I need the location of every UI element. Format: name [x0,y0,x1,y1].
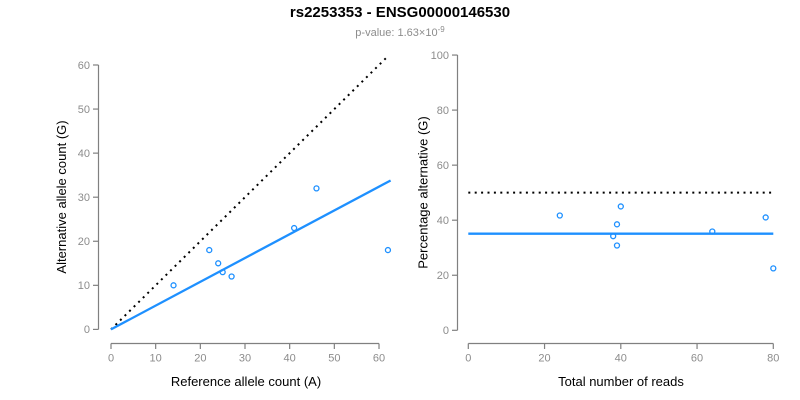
identity-line [110,55,390,331]
x-axis-title: Reference allele count (A) [171,374,321,389]
y-tick-label: 10 [78,280,90,292]
data-point [290,224,298,232]
figure-title: rs2253353 - ENSG00000146530 [289,4,511,21]
chart-percentage-vs-reads: 0 20 40 60 80 100 0 20 40 60 80 Percentage alternat… [416,50,780,389]
data-point [610,233,617,240]
y-tick-label: 20 [78,236,90,248]
fit-line [110,179,392,331]
data-point [313,185,320,192]
data-point [215,260,222,267]
y-tick-label: 60 [78,60,90,72]
pvalue-exponent: -9 [437,25,445,34]
data-point [709,228,716,235]
y-tick-label: 50 [78,104,90,116]
data-point [617,203,624,210]
data-point [228,273,235,280]
data-point [170,282,177,289]
y-tick-label: 40 [78,148,90,160]
data-point [613,221,621,228]
x-tick-label: 20 [194,353,206,365]
x-tick-label: 10 [150,353,162,365]
y-tick-label: 100 [431,50,449,62]
y-axis-title: Percentage alternative (G) [416,116,431,268]
x-tick-label: 30 [239,353,251,365]
y-axis-title: Alternative allele count (G) [54,120,69,273]
y-tick-label: 20 [437,270,449,282]
x-tick-label: 40 [284,353,296,365]
data-point [206,246,213,254]
y-tick-label: 0 [84,324,90,336]
x-tick-label: 80 [767,353,779,365]
y-tick-label: 60 [437,160,449,172]
x-axis-title: Total number of reads [558,374,684,389]
x-tick-label: 20 [538,353,550,365]
pvalue-text: p-value: 1.63×10 [355,27,438,39]
figure-subtitle: p-value: 1.63×10-9 [0,25,800,39]
data-point [770,265,777,272]
x-tick-label: 60 [373,353,385,365]
data-point [762,214,769,221]
y-tick-label: 30 [78,192,90,204]
data-point [613,242,621,249]
data-point [219,268,226,276]
x-tick-label: 0 [108,353,114,365]
data-point [556,212,563,219]
y-tick-label: 80 [437,105,449,117]
y-tick-label: 40 [437,215,449,227]
x-tick-label: 60 [691,353,703,365]
chart-allele-counts: 0 10 20 30 40 50 60 0 10 20 30 40 50 60 Alternative al… [54,55,392,389]
x-tick-label: 40 [615,353,627,365]
y-tick-label: 0 [443,325,449,337]
x-tick-label: 0 [465,353,471,365]
x-tick-label: 50 [328,353,340,365]
data-point [384,246,392,254]
